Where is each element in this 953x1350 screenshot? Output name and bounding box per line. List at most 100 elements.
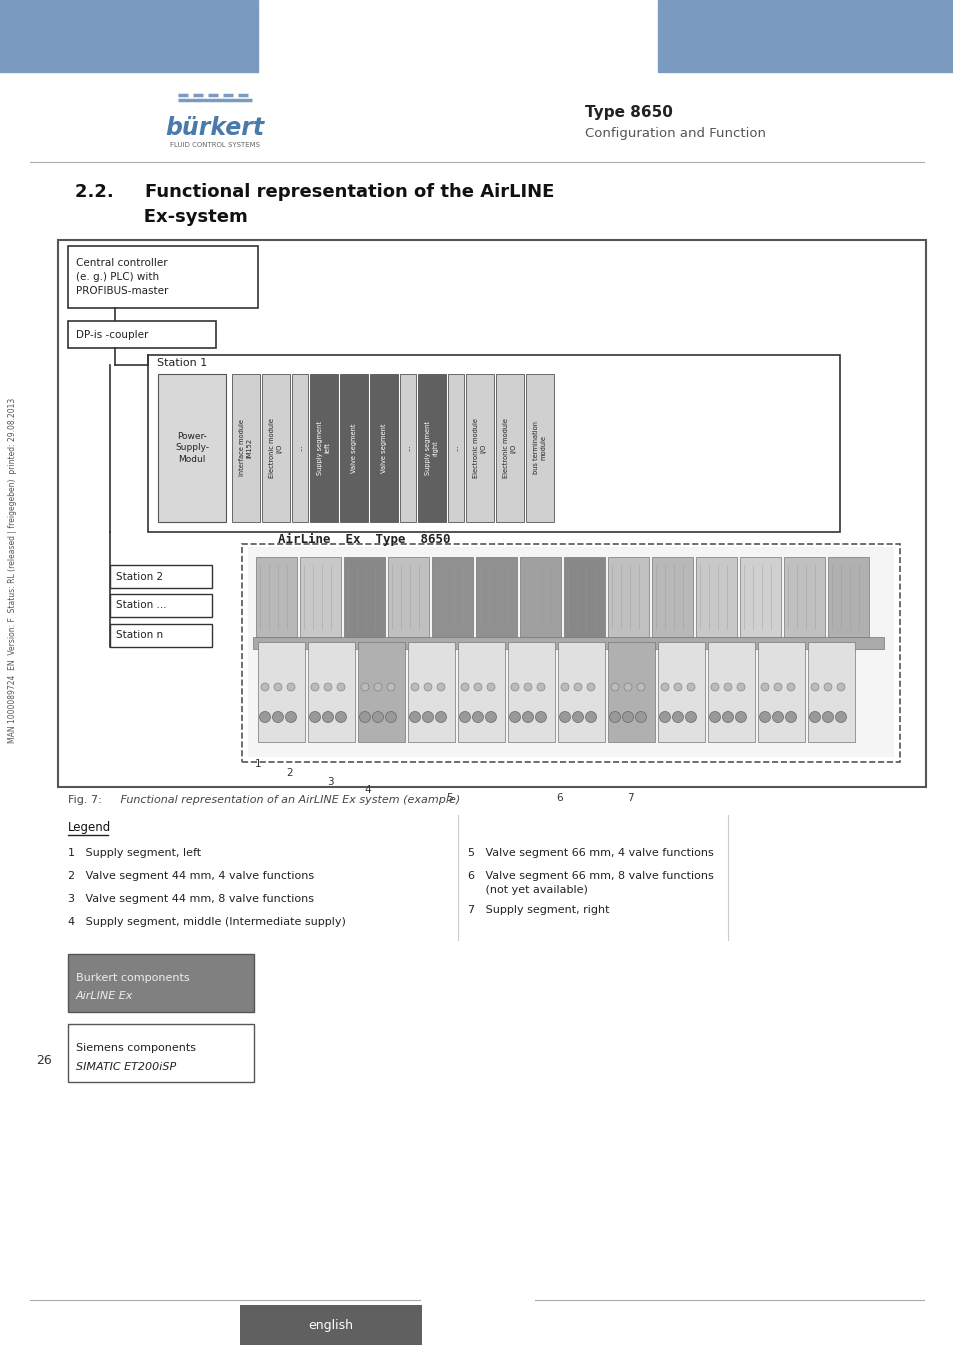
- Circle shape: [324, 683, 332, 691]
- Circle shape: [509, 711, 520, 722]
- Circle shape: [537, 683, 544, 691]
- Circle shape: [474, 683, 481, 691]
- Bar: [308, 643, 355, 743]
- Circle shape: [823, 683, 831, 691]
- Circle shape: [374, 683, 381, 691]
- Text: 4: 4: [364, 784, 371, 795]
- Text: Station 1: Station 1: [157, 358, 207, 369]
- Bar: [651, 558, 692, 637]
- Circle shape: [273, 711, 283, 722]
- Circle shape: [709, 711, 720, 722]
- Bar: [496, 374, 523, 522]
- Bar: [110, 566, 212, 589]
- Circle shape: [372, 711, 383, 722]
- Bar: [696, 558, 737, 637]
- Text: Functional representation of an AirLINE Ex system (example): Functional representation of an AirLINE …: [103, 795, 459, 805]
- Circle shape: [472, 711, 483, 722]
- Text: 7   Supply segment, right: 7 Supply segment, right: [468, 904, 609, 915]
- Text: FLUID CONTROL SYSTEMS: FLUID CONTROL SYSTEMS: [170, 142, 260, 148]
- Circle shape: [359, 711, 370, 722]
- Bar: [807, 643, 854, 743]
- Bar: [339, 374, 368, 522]
- Text: Valve segment: Valve segment: [351, 424, 356, 472]
- Circle shape: [287, 683, 294, 691]
- Bar: [240, 1305, 421, 1345]
- Text: 26: 26: [36, 1053, 51, 1066]
- Circle shape: [660, 683, 668, 691]
- Text: Supply segment
left: Supply segment left: [317, 421, 330, 475]
- Circle shape: [423, 683, 432, 691]
- Circle shape: [436, 683, 444, 691]
- Text: AirLine  Ex  Type  8650: AirLine Ex Type 8650: [277, 532, 450, 545]
- Bar: [783, 558, 824, 637]
- Circle shape: [387, 683, 395, 691]
- Circle shape: [721, 711, 733, 722]
- Text: 3   Valve segment 44 mm, 8 valve functions: 3 Valve segment 44 mm, 8 valve functions: [68, 894, 314, 904]
- Bar: [408, 643, 455, 743]
- Text: english: english: [308, 1319, 354, 1331]
- Bar: [292, 374, 308, 522]
- Text: DP-is -coupler: DP-is -coupler: [76, 329, 149, 340]
- Circle shape: [760, 683, 768, 691]
- Bar: [607, 643, 655, 743]
- Circle shape: [773, 683, 781, 691]
- Text: (not yet available): (not yet available): [468, 886, 587, 895]
- Bar: [257, 643, 305, 743]
- Circle shape: [322, 711, 334, 722]
- Circle shape: [485, 711, 496, 722]
- Circle shape: [411, 683, 418, 691]
- Bar: [448, 374, 463, 522]
- Bar: [262, 374, 290, 522]
- Circle shape: [836, 683, 844, 691]
- Text: 6   Valve segment 66 mm, 8 valve functions: 6 Valve segment 66 mm, 8 valve functions: [468, 871, 713, 882]
- Circle shape: [710, 683, 719, 691]
- Circle shape: [685, 711, 696, 722]
- Bar: [658, 0, 953, 72]
- Text: AirLINE Ex: AirLINE Ex: [76, 991, 133, 1000]
- Text: Station ...: Station ...: [116, 601, 167, 610]
- Text: 7: 7: [626, 792, 633, 803]
- Bar: [558, 643, 604, 743]
- Bar: [388, 558, 429, 637]
- Text: Electronic module
I/O: Electronic module I/O: [269, 418, 282, 478]
- Circle shape: [558, 711, 570, 722]
- Bar: [507, 643, 555, 743]
- Bar: [432, 558, 473, 637]
- Circle shape: [659, 711, 670, 722]
- Circle shape: [422, 711, 433, 722]
- Circle shape: [311, 683, 318, 691]
- Circle shape: [409, 711, 420, 722]
- Text: MAN 1000089724  EN  Version: F  Status: RL (released | freigegeben)  printed: 29: MAN 1000089724 EN Version: F Status: RL …: [9, 397, 17, 742]
- Bar: [68, 1025, 253, 1081]
- Text: 5: 5: [446, 792, 453, 803]
- Bar: [299, 558, 340, 637]
- Circle shape: [335, 711, 346, 722]
- Circle shape: [535, 711, 546, 722]
- Bar: [707, 643, 754, 743]
- Text: Interface module
IM152: Interface module IM152: [239, 420, 253, 477]
- Bar: [827, 558, 868, 637]
- Circle shape: [737, 683, 744, 691]
- Circle shape: [385, 711, 396, 722]
- Bar: [465, 374, 494, 522]
- Circle shape: [486, 683, 495, 691]
- Bar: [417, 374, 446, 522]
- Text: Configuration and Function: Configuration and Function: [584, 127, 765, 139]
- Text: 6: 6: [557, 792, 562, 803]
- Circle shape: [623, 683, 631, 691]
- Circle shape: [459, 711, 470, 722]
- Text: Electronic module
I/O: Electronic module I/O: [473, 418, 486, 478]
- Circle shape: [572, 711, 583, 722]
- Bar: [0, 0, 257, 72]
- Text: 5   Valve segment 66 mm, 4 valve functions: 5 Valve segment 66 mm, 4 valve functions: [468, 848, 713, 859]
- Bar: [370, 374, 397, 522]
- Text: Power-
Supply-
Modul: Power- Supply- Modul: [174, 432, 209, 464]
- Bar: [740, 558, 781, 637]
- Text: Supply segment
right: Supply segment right: [425, 421, 438, 475]
- Circle shape: [672, 711, 682, 722]
- Text: 2   Valve segment 44 mm, 4 valve functions: 2 Valve segment 44 mm, 4 valve functions: [68, 871, 314, 882]
- Circle shape: [759, 711, 770, 722]
- Bar: [457, 643, 504, 743]
- Circle shape: [285, 711, 296, 722]
- Circle shape: [309, 711, 320, 722]
